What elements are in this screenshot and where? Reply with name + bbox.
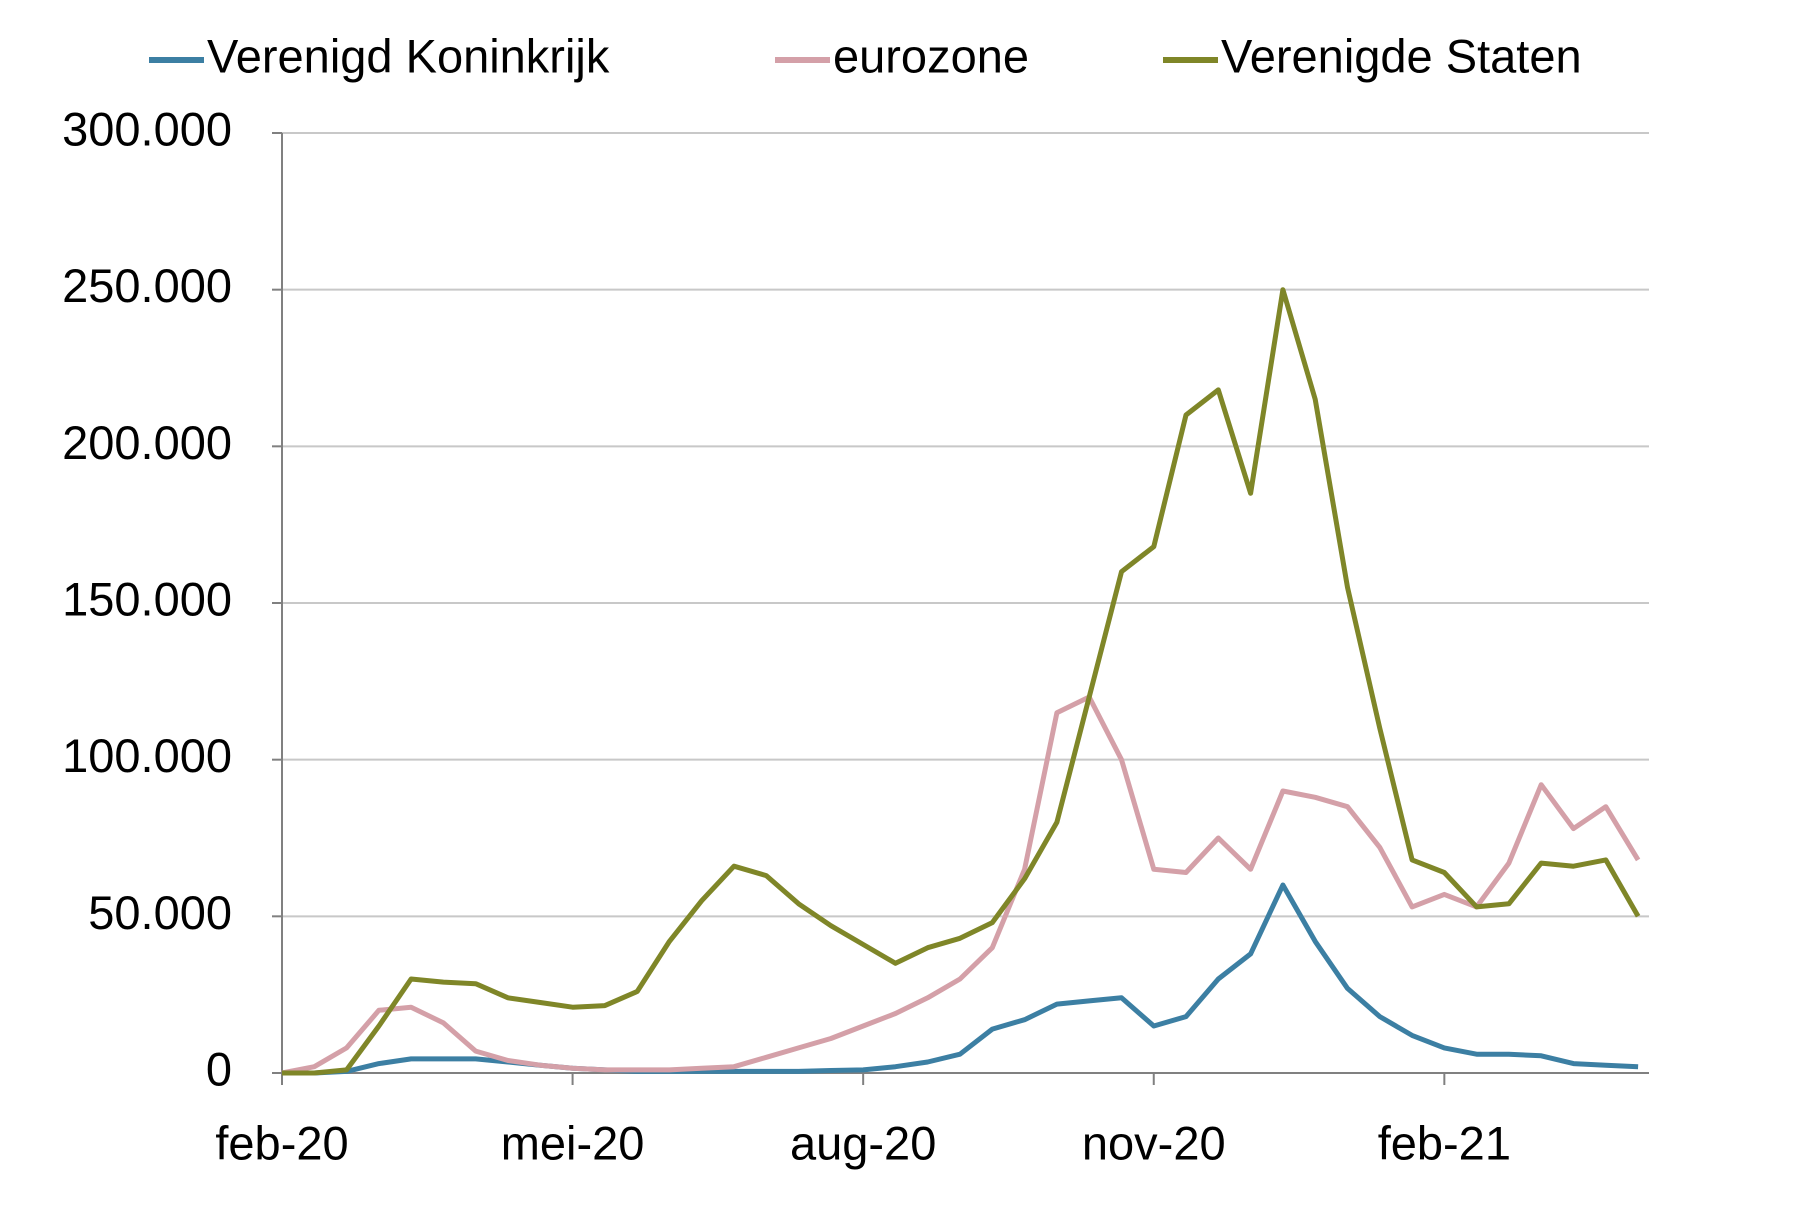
- legend-label: eurozone: [833, 29, 1029, 82]
- legend-label: Verenigd Koninkrijk: [207, 29, 610, 82]
- y-tick-label: 300.000: [62, 102, 232, 155]
- series-line: [281, 694, 1641, 1076]
- x-tick-label: nov-20: [1082, 1116, 1226, 1169]
- x-tick-label: aug-20: [790, 1116, 936, 1169]
- x-tick-label: feb-21: [1378, 1116, 1511, 1169]
- series-line: [282, 287, 1641, 1076]
- y-tick-label: 250.000: [62, 259, 232, 312]
- legend-label: Verenigde Staten: [1221, 29, 1582, 82]
- y-tick-label: 50.000: [88, 886, 232, 939]
- y-tick-label: 150.000: [62, 572, 232, 625]
- y-tick-label: 100.000: [62, 729, 232, 782]
- y-tick-label: 200.000: [62, 416, 232, 469]
- y-tick-label: 0: [206, 1042, 232, 1095]
- x-tick-label: mei-20: [501, 1116, 645, 1169]
- x-tick-label: feb-20: [215, 1116, 348, 1169]
